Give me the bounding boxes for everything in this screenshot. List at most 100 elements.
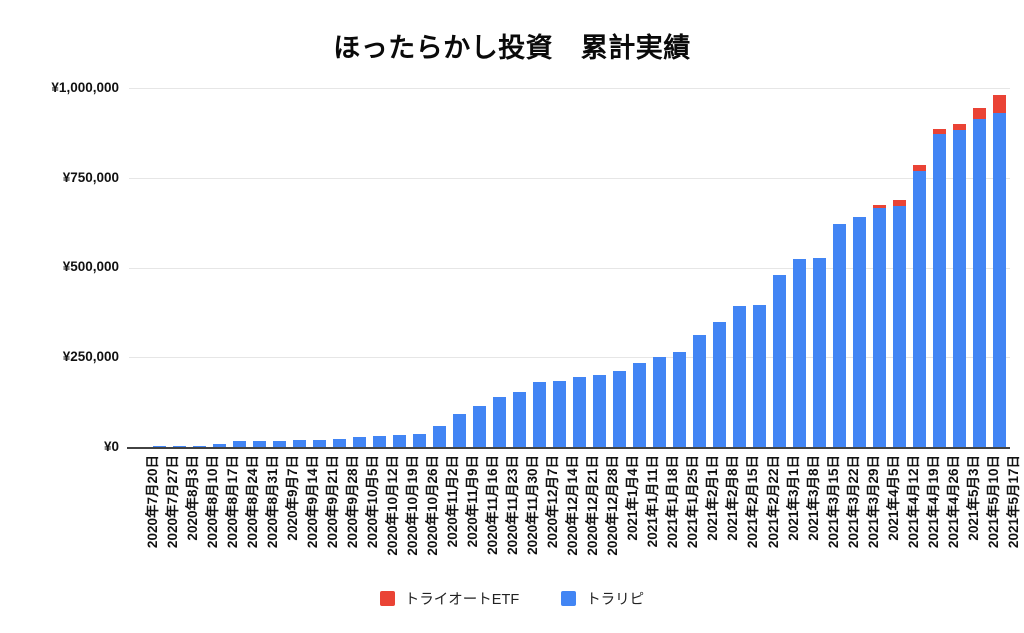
bar-group (289, 88, 309, 447)
bar-segment (773, 275, 786, 447)
legend-label-tralipi: トラリピ (586, 592, 645, 608)
x-axis-slot: 2021年2月8日 (709, 449, 740, 584)
x-axis-slot: 2021年4月5日 (870, 449, 901, 584)
bar-segment (692, 334, 706, 447)
x-axis-slot: 2020年12月14日 (549, 449, 580, 584)
bar-group (970, 88, 990, 447)
y-axis-tick-label: ¥500,000 (62, 259, 119, 274)
bar-segment (993, 95, 1007, 114)
x-axis-slot: 2021年3月29日 (850, 449, 881, 584)
bar-group (209, 88, 229, 447)
bar-group (529, 88, 549, 447)
bar-group (569, 88, 589, 447)
x-axis-slot: 2020年12月28日 (589, 449, 620, 584)
bar-group (609, 88, 629, 447)
bar-segment (893, 205, 907, 447)
bar-group (349, 88, 369, 447)
bar-segment (632, 363, 646, 447)
bar-segment (192, 445, 206, 447)
bar-segment (472, 406, 486, 447)
bar-group (850, 88, 870, 447)
x-axis-slot: 2020年11月23日 (489, 449, 520, 584)
bar-group (790, 88, 810, 447)
y-axis-tick-label: ¥250,000 (62, 349, 119, 364)
legend-item-tralipi: トラリピ (561, 588, 644, 609)
bar-group (649, 88, 669, 447)
chart-title: ほったらかし投資 累計実績 (333, 33, 691, 63)
x-axis-slot: 2020年11月30日 (509, 449, 540, 584)
bar-group (669, 88, 689, 447)
bar-segment (933, 134, 947, 447)
bar-group (269, 88, 289, 447)
x-axis-slot: 2020年11月16日 (469, 449, 500, 584)
bar-segment (873, 205, 887, 209)
bar-group (169, 88, 189, 447)
x-axis-slot: 2020年9月7日 (269, 449, 300, 584)
bar-segment (272, 440, 286, 447)
plot-area (127, 88, 1010, 449)
x-axis-slot: 2020年8月24日 (229, 449, 260, 584)
legend-swatch-tralipi (561, 591, 577, 606)
y-axis-tick-label: ¥1,000,000 (51, 80, 119, 95)
bar-group (589, 88, 609, 447)
bar-group (549, 88, 569, 447)
bar-group (709, 88, 729, 447)
bar-group (389, 88, 409, 447)
bar-segment (752, 305, 766, 447)
bar-group (409, 88, 429, 447)
bar-group (469, 88, 489, 447)
x-axis-slot: 2020年9月28日 (329, 449, 360, 584)
bar-segment (592, 375, 606, 447)
x-axis-tick-label: 2021年5月17日 (1005, 455, 1021, 549)
x-axis-slot: 2020年8月3日 (169, 449, 200, 584)
legend: トライオートETF トラリピ (0, 588, 1024, 609)
bar-segment (312, 439, 326, 447)
x-axis-slot: 2021年1月4日 (609, 449, 640, 584)
bar-group (629, 88, 649, 447)
y-axis-tick-label: ¥0 (103, 439, 119, 454)
bar-segment (813, 257, 827, 447)
x-axis-slot: 2021年4月19日 (910, 449, 941, 584)
bar-group (449, 88, 469, 447)
bar-segment (412, 433, 426, 447)
bar-group (870, 88, 890, 447)
x-axis-slot: 2020年8月10日 (189, 449, 220, 584)
bar-group (189, 88, 209, 447)
x-axis-slot: 2021年3月8日 (790, 449, 821, 584)
bar-segment (652, 357, 666, 447)
bar-group (369, 88, 389, 447)
x-axis-slot: 2020年12月21日 (569, 449, 600, 584)
bar-group (229, 88, 249, 447)
x-axis-slot: 2021年3月15日 (810, 449, 841, 584)
bar-group (689, 88, 709, 447)
x-axis-slot: 2021年3月22日 (830, 449, 861, 584)
x-axis-line (127, 447, 1010, 449)
y-axis-tick-label: ¥750,000 (62, 170, 119, 185)
x-axis-slot: 2021年5月3日 (950, 449, 981, 584)
x-axis-slot: 2021年1月11日 (629, 449, 660, 584)
bar-group (930, 88, 950, 447)
gridline-500000 (129, 267, 1010, 269)
bar-segment (252, 440, 266, 447)
bar-segment (432, 426, 446, 447)
bar-segment (332, 439, 346, 447)
gridline-750000 (129, 177, 1010, 179)
bar-segment (212, 444, 226, 447)
bar-segment (672, 351, 686, 447)
bar-segment (372, 436, 386, 447)
bar-group (990, 88, 1010, 447)
bar-segment (973, 118, 987, 447)
bar-segment (712, 322, 726, 447)
x-axis-slot: 2021年4月12日 (890, 449, 921, 584)
bar-segment (873, 208, 887, 447)
bar-group (249, 88, 269, 447)
x-axis-slot: 2021年2月1日 (689, 449, 720, 584)
bar-segment (953, 130, 967, 447)
bar-segment (572, 377, 586, 447)
x-axis-slot: 2020年10月12日 (369, 449, 400, 584)
bar-group (129, 88, 149, 447)
legend-label-triauto-etf: トライオートETF (404, 592, 520, 608)
bar-group (810, 88, 830, 447)
x-axis-slot: 2020年8月17日 (209, 449, 240, 584)
